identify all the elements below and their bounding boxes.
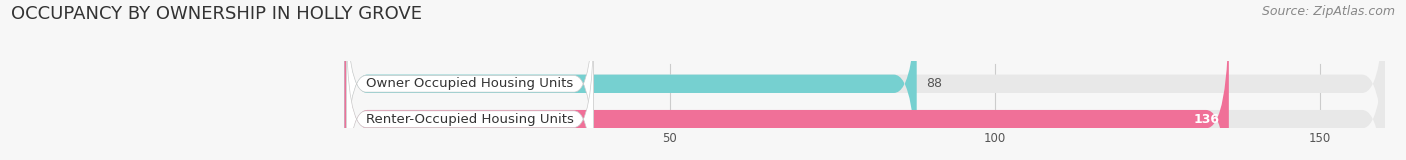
FancyBboxPatch shape [346, 21, 593, 160]
Text: 136: 136 [1194, 113, 1219, 126]
Text: Owner Occupied Housing Units: Owner Occupied Housing Units [367, 77, 574, 90]
Text: Renter-Occupied Housing Units: Renter-Occupied Housing Units [366, 113, 574, 126]
Text: 88: 88 [927, 77, 942, 90]
Text: Source: ZipAtlas.com: Source: ZipAtlas.com [1261, 5, 1395, 18]
FancyBboxPatch shape [344, 5, 1385, 160]
FancyBboxPatch shape [344, 5, 1229, 160]
Text: OCCUPANCY BY OWNERSHIP IN HOLLY GROVE: OCCUPANCY BY OWNERSHIP IN HOLLY GROVE [11, 5, 422, 23]
FancyBboxPatch shape [344, 0, 1385, 160]
FancyBboxPatch shape [344, 0, 917, 160]
FancyBboxPatch shape [346, 0, 593, 160]
